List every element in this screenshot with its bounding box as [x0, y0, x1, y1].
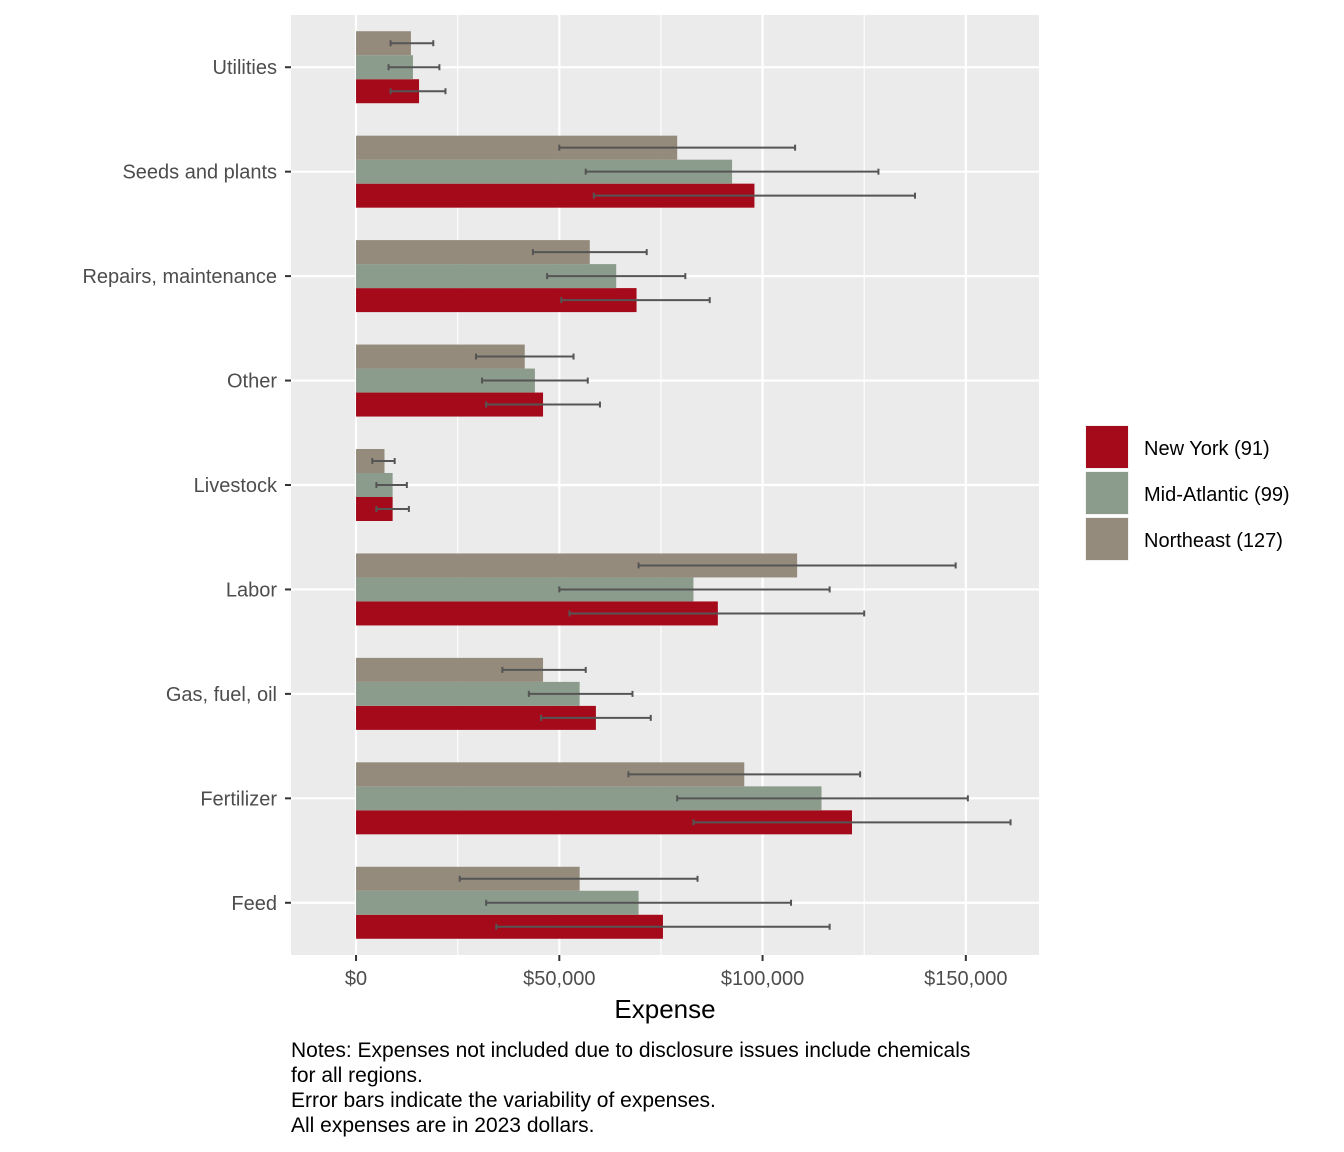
y-tick-label: Gas, fuel, oil — [166, 684, 277, 706]
legend-swatch — [1086, 472, 1128, 514]
error-bar — [389, 88, 447, 95]
error-bar — [558, 144, 797, 151]
error-bar — [592, 192, 917, 199]
legend-label: Northeast (127) — [1144, 530, 1283, 552]
error-bar — [637, 562, 957, 569]
error-bar — [375, 506, 410, 512]
error-bar — [375, 482, 408, 488]
legend-item: Mid-Atlantic (99) — [1085, 471, 1290, 515]
error-bar — [387, 64, 441, 71]
error-bar — [531, 249, 648, 256]
y-axis: Feed Fertilizer Gas, fuel, oil Labor Livesto… — [82, 57, 291, 915]
error-bar — [546, 273, 687, 280]
x-tick-label: $50,000 — [523, 968, 595, 990]
error-bar — [474, 353, 575, 360]
note-line: for all regions. — [291, 1064, 423, 1087]
legend-label: Mid-Atlantic (99) — [1144, 484, 1290, 506]
y-tick-label: Fertilizer — [200, 788, 277, 810]
error-bars — [371, 40, 1012, 930]
x-tick-label: $0 — [345, 968, 367, 990]
x-tick-label: $150,000 — [924, 968, 1007, 990]
error-bar — [540, 714, 652, 721]
x-tick-label: $100,000 — [721, 968, 804, 990]
y-tick-label: Other — [227, 371, 277, 393]
note-line: Notes: Expenses not included due to disc… — [291, 1039, 971, 1062]
y-tick-label: Livestock — [194, 475, 278, 497]
y-tick-label: Seeds and plants — [122, 162, 277, 184]
x-axis: $0 $50,000 $100,000 $150,000 — [345, 955, 1008, 990]
notes: Notes: Expenses not included due to disc… — [291, 1038, 1191, 1138]
y-tick-label: Feed — [231, 893, 277, 915]
legend-swatch — [1086, 426, 1128, 468]
y-tick-label: Labor — [226, 579, 277, 601]
legend-item: New York (91) — [1085, 425, 1270, 469]
error-bar — [485, 899, 793, 906]
legend-swatch — [1086, 518, 1128, 560]
note-line: All expenses are in 2023 dollars. — [291, 1114, 595, 1137]
error-bar — [584, 168, 880, 175]
error-bar — [676, 795, 969, 802]
y-tick-label: Utilities — [213, 57, 277, 79]
legend-item: Northeast (127) — [1085, 517, 1283, 561]
legend-label: New York (91) — [1144, 438, 1270, 460]
error-bar — [560, 297, 711, 304]
error-bar — [568, 610, 866, 617]
y-tick-label: Repairs, maintenance — [82, 266, 277, 288]
x-axis-title: Expense — [614, 994, 715, 1024]
error-bar — [371, 458, 396, 464]
error-bar — [485, 401, 601, 408]
legend: New York (91) Mid-Atlantic (99) Northeast … — [1085, 425, 1290, 561]
error-bar — [458, 875, 699, 882]
error-bar — [501, 666, 587, 673]
error-bar — [527, 690, 634, 697]
error-bar — [558, 586, 831, 593]
error-bar — [495, 923, 831, 930]
error-bar — [481, 377, 589, 384]
error-bar — [389, 40, 435, 47]
error-bar — [692, 819, 1012, 826]
error-bar — [627, 771, 862, 778]
note-line: Error bars indicate the variability of e… — [291, 1089, 716, 1112]
